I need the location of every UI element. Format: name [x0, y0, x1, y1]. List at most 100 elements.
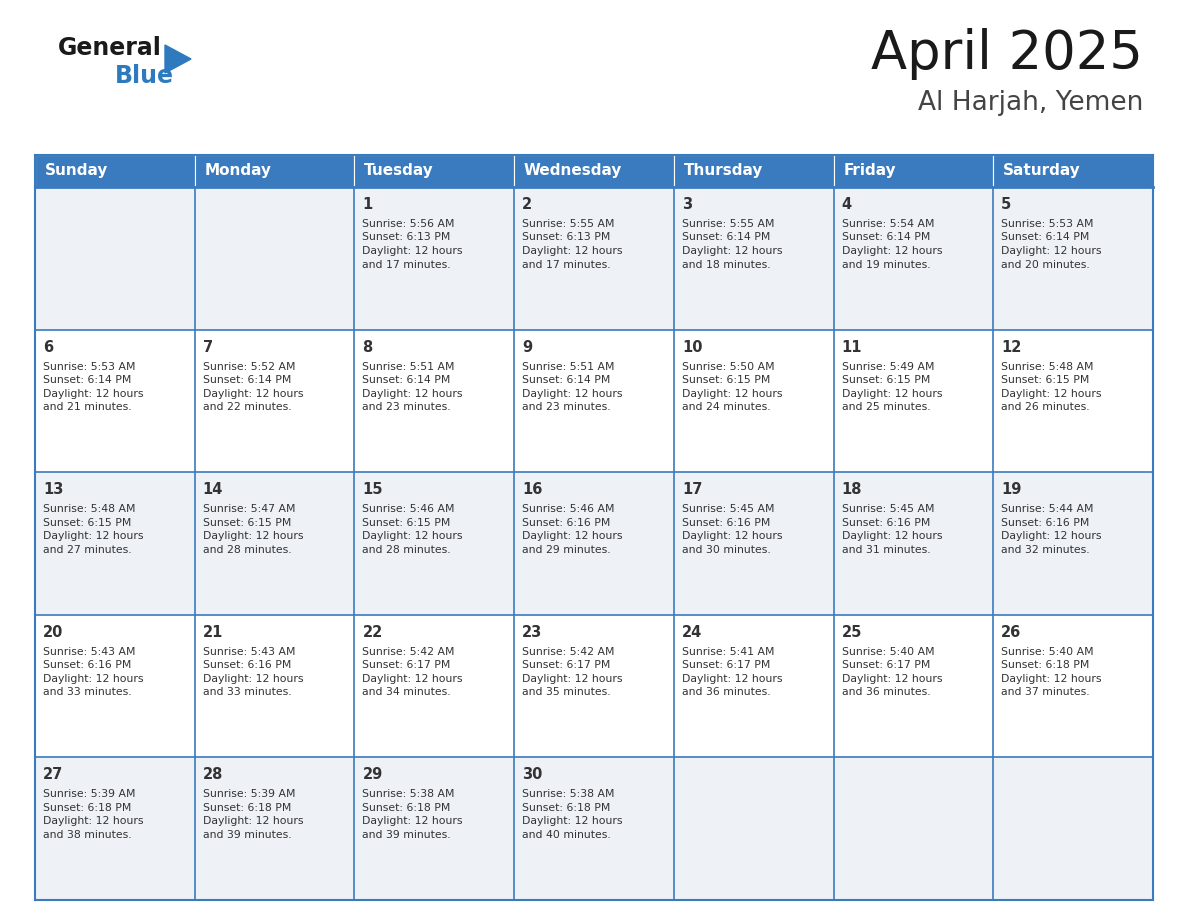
Text: Sunrise: 5:43 AM: Sunrise: 5:43 AM	[43, 647, 135, 656]
Bar	[834, 757, 993, 900]
Bar	[993, 155, 1154, 187]
Text: 25: 25	[841, 625, 862, 640]
Text: Sunrise: 5:51 AM: Sunrise: 5:51 AM	[523, 362, 614, 372]
Text: Sunrise: 5:55 AM: Sunrise: 5:55 AM	[682, 219, 775, 229]
Text: and 31 minutes.: and 31 minutes.	[841, 544, 930, 554]
Text: Sunrise: 5:38 AM: Sunrise: 5:38 AM	[523, 789, 614, 800]
Text: and 23 minutes.: and 23 minutes.	[523, 402, 611, 412]
Text: Sunset: 6:17 PM: Sunset: 6:17 PM	[682, 660, 770, 670]
Polygon shape	[165, 45, 191, 73]
Text: Daylight: 12 hours: Daylight: 12 hours	[43, 674, 144, 684]
Text: Daylight: 12 hours: Daylight: 12 hours	[43, 532, 144, 542]
Text: Tuesday: Tuesday	[364, 163, 434, 178]
Text: Monday: Monday	[204, 163, 271, 178]
Text: Sunrise: 5:48 AM: Sunrise: 5:48 AM	[1001, 362, 1094, 372]
Bar	[514, 757, 674, 900]
Bar	[354, 155, 514, 187]
Text: and 19 minutes.: and 19 minutes.	[841, 260, 930, 270]
Text: 9: 9	[523, 340, 532, 354]
Bar	[993, 330, 1154, 472]
Text: Sunset: 6:16 PM: Sunset: 6:16 PM	[1001, 518, 1089, 528]
Text: Sunset: 6:14 PM: Sunset: 6:14 PM	[43, 375, 132, 385]
Text: Sunset: 6:18 PM: Sunset: 6:18 PM	[203, 803, 291, 813]
Text: Daylight: 12 hours: Daylight: 12 hours	[841, 246, 942, 256]
Text: 12: 12	[1001, 340, 1022, 354]
Text: 3: 3	[682, 197, 691, 212]
Text: and 34 minutes.: and 34 minutes.	[362, 688, 451, 698]
Bar	[34, 615, 195, 757]
Text: Sunrise: 5:52 AM: Sunrise: 5:52 AM	[203, 362, 295, 372]
Text: April 2025: April 2025	[871, 28, 1143, 80]
Text: 5: 5	[1001, 197, 1011, 212]
Bar	[674, 155, 834, 187]
Text: Daylight: 12 hours: Daylight: 12 hours	[682, 532, 783, 542]
Text: Sunset: 6:18 PM: Sunset: 6:18 PM	[362, 803, 450, 813]
Text: Sunset: 6:17 PM: Sunset: 6:17 PM	[362, 660, 450, 670]
Bar	[834, 615, 993, 757]
Text: Sunset: 6:16 PM: Sunset: 6:16 PM	[682, 518, 770, 528]
Text: Sunset: 6:18 PM: Sunset: 6:18 PM	[1001, 660, 1089, 670]
Text: General: General	[58, 36, 162, 60]
Text: Sunset: 6:14 PM: Sunset: 6:14 PM	[523, 375, 611, 385]
Text: Thursday: Thursday	[683, 163, 763, 178]
Bar	[993, 472, 1154, 615]
Bar	[834, 155, 993, 187]
Text: Daylight: 12 hours: Daylight: 12 hours	[1001, 388, 1101, 398]
Bar	[674, 187, 834, 330]
Text: 4: 4	[841, 197, 852, 212]
Text: 20: 20	[43, 625, 63, 640]
Text: 19: 19	[1001, 482, 1022, 498]
Bar	[993, 757, 1154, 900]
Text: and 23 minutes.: and 23 minutes.	[362, 402, 451, 412]
Text: 18: 18	[841, 482, 862, 498]
Text: Sunset: 6:15 PM: Sunset: 6:15 PM	[362, 518, 450, 528]
Text: Sunset: 6:18 PM: Sunset: 6:18 PM	[523, 803, 611, 813]
Text: Wednesday: Wednesday	[524, 163, 623, 178]
Text: Daylight: 12 hours: Daylight: 12 hours	[362, 246, 463, 256]
Text: 13: 13	[43, 482, 63, 498]
Text: Sunset: 6:17 PM: Sunset: 6:17 PM	[841, 660, 930, 670]
Text: Sunset: 6:17 PM: Sunset: 6:17 PM	[523, 660, 611, 670]
Text: Sunset: 6:14 PM: Sunset: 6:14 PM	[841, 232, 930, 242]
Text: and 29 minutes.: and 29 minutes.	[523, 544, 611, 554]
Text: Sunset: 6:14 PM: Sunset: 6:14 PM	[1001, 232, 1089, 242]
Text: Al Harjah, Yemen: Al Harjah, Yemen	[917, 90, 1143, 116]
Text: Daylight: 12 hours: Daylight: 12 hours	[362, 816, 463, 826]
Text: Sunrise: 5:50 AM: Sunrise: 5:50 AM	[682, 362, 775, 372]
Text: 6: 6	[43, 340, 53, 354]
Text: Sunrise: 5:40 AM: Sunrise: 5:40 AM	[841, 647, 934, 656]
Text: and 35 minutes.: and 35 minutes.	[523, 688, 611, 698]
Text: Sunrise: 5:45 AM: Sunrise: 5:45 AM	[841, 504, 934, 514]
Text: 8: 8	[362, 340, 373, 354]
Text: Sunrise: 5:44 AM: Sunrise: 5:44 AM	[1001, 504, 1094, 514]
Text: and 18 minutes.: and 18 minutes.	[682, 260, 771, 270]
Text: Sunrise: 5:42 AM: Sunrise: 5:42 AM	[362, 647, 455, 656]
Text: Sunrise: 5:51 AM: Sunrise: 5:51 AM	[362, 362, 455, 372]
Bar	[514, 615, 674, 757]
Text: Daylight: 12 hours: Daylight: 12 hours	[523, 246, 623, 256]
Text: 16: 16	[523, 482, 543, 498]
Bar	[674, 615, 834, 757]
Bar	[195, 155, 354, 187]
Text: Sunrise: 5:38 AM: Sunrise: 5:38 AM	[362, 789, 455, 800]
Bar	[993, 187, 1154, 330]
Bar	[674, 330, 834, 472]
Bar	[195, 187, 354, 330]
Text: Daylight: 12 hours: Daylight: 12 hours	[841, 674, 942, 684]
Text: Daylight: 12 hours: Daylight: 12 hours	[362, 532, 463, 542]
Text: 30: 30	[523, 767, 543, 782]
Text: Sunset: 6:14 PM: Sunset: 6:14 PM	[362, 375, 450, 385]
Text: Sunset: 6:16 PM: Sunset: 6:16 PM	[841, 518, 930, 528]
Text: Daylight: 12 hours: Daylight: 12 hours	[841, 388, 942, 398]
Text: and 28 minutes.: and 28 minutes.	[203, 544, 291, 554]
Bar	[514, 187, 674, 330]
Bar	[34, 330, 195, 472]
Text: Blue: Blue	[115, 64, 173, 88]
Text: and 26 minutes.: and 26 minutes.	[1001, 402, 1089, 412]
Text: and 33 minutes.: and 33 minutes.	[203, 688, 291, 698]
Text: Daylight: 12 hours: Daylight: 12 hours	[203, 816, 303, 826]
Text: and 32 minutes.: and 32 minutes.	[1001, 544, 1089, 554]
Text: Friday: Friday	[843, 163, 896, 178]
Text: Daylight: 12 hours: Daylight: 12 hours	[682, 388, 783, 398]
Text: Sunset: 6:15 PM: Sunset: 6:15 PM	[1001, 375, 1089, 385]
